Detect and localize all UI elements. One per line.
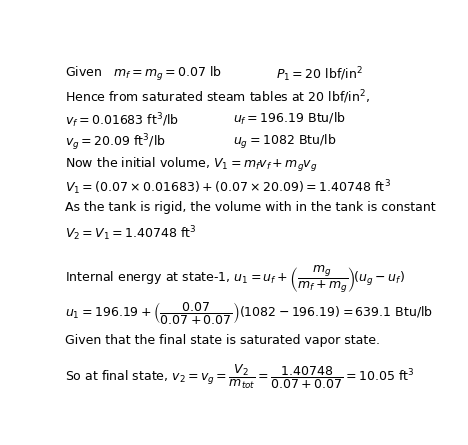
Text: So at final state, $v_2 = v_g = \dfrac{V_2}{m_{tot}} = \dfrac{1.40748}{0.07 + 0.: So at final state, $v_2 = v_g = \dfrac{V…: [65, 363, 415, 391]
Text: Now the initial volume, $V_1 = m_f v_f + m_g v_g$: Now the initial volume, $V_1 = m_f v_f +…: [65, 155, 318, 174]
Text: $V_2 = V_1 = 1.40748\ \mathrm{ft}^3$: $V_2 = V_1 = 1.40748\ \mathrm{ft}^3$: [65, 224, 197, 243]
Text: As the tank is rigid, the volume with in the tank is constant: As the tank is rigid, the volume with in…: [65, 202, 436, 214]
Text: $V_1 = (0.07\times 0.01683) + (0.07\times 20.09) = 1.40748\ \mathrm{ft}^3$: $V_1 = (0.07\times 0.01683) + (0.07\time…: [65, 178, 391, 197]
Text: $v_g = 20.09\ \mathrm{ft}^3/\mathrm{lb}$: $v_g = 20.09\ \mathrm{ft}^3/\mathrm{lb}$: [65, 133, 166, 153]
Text: Given   $m_f = m_g = 0.07\ \mathrm{lb}$: Given $m_f = m_g = 0.07\ \mathrm{lb}$: [65, 65, 222, 83]
Text: $u_f =196.19\ \mathrm{Btu/lb}$: $u_f =196.19\ \mathrm{Btu/lb}$: [233, 111, 345, 127]
Text: $u_1 = 196.19 + \left(\dfrac{0.07}{0.07 + 0.07}\right)(1082 - 196.19) = 639.1\ \: $u_1 = 196.19 + \left(\dfrac{0.07}{0.07 …: [65, 300, 433, 326]
Text: Given that the final state is saturated vapor state.: Given that the final state is saturated …: [65, 334, 380, 347]
Text: $u_g =1082\ \mathrm{Btu/lb}$: $u_g =1082\ \mathrm{Btu/lb}$: [233, 133, 336, 150]
Text: Internal energy at state-1, $u_1 = u_f + \left(\dfrac{m_g}{m_f + m_g}\right)\!\l: Internal energy at state-1, $u_1 = u_f +…: [65, 264, 405, 295]
Text: $v_f = 0.01683\ \mathrm{ft}^3/\mathrm{lb}$: $v_f = 0.01683\ \mathrm{ft}^3/\mathrm{lb…: [65, 111, 179, 130]
Text: $P_1 = 20\ \mathrm{lbf/in}^2$: $P_1 = 20\ \mathrm{lbf/in}^2$: [276, 65, 363, 84]
Text: Hence from saturated steam tables at 20 lbf/in$^2$,: Hence from saturated steam tables at 20 …: [65, 89, 370, 106]
